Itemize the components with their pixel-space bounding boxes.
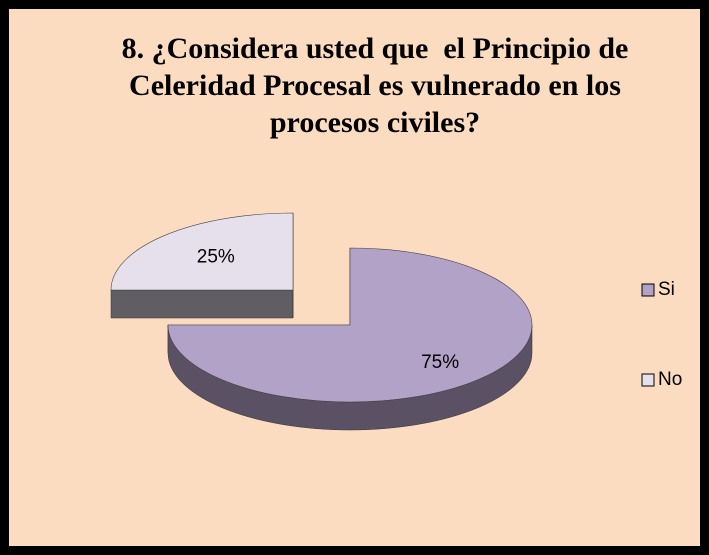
legend-label: Si: [658, 279, 675, 300]
slice-top: [110, 212, 294, 291]
slice-top: [167, 247, 533, 403]
pie-slice: [110, 212, 294, 319]
legend-swatch: [641, 283, 655, 297]
chart-title: 8. ¿Considera usted que el Principio de …: [121, 32, 636, 139]
pie-slice: [167, 247, 533, 431]
legend-label: No: [658, 369, 682, 390]
data-label: 75%: [421, 352, 459, 373]
legend-swatch: [641, 373, 655, 387]
slice-cut-face: [110, 289, 294, 319]
data-label: 25%: [197, 246, 235, 267]
